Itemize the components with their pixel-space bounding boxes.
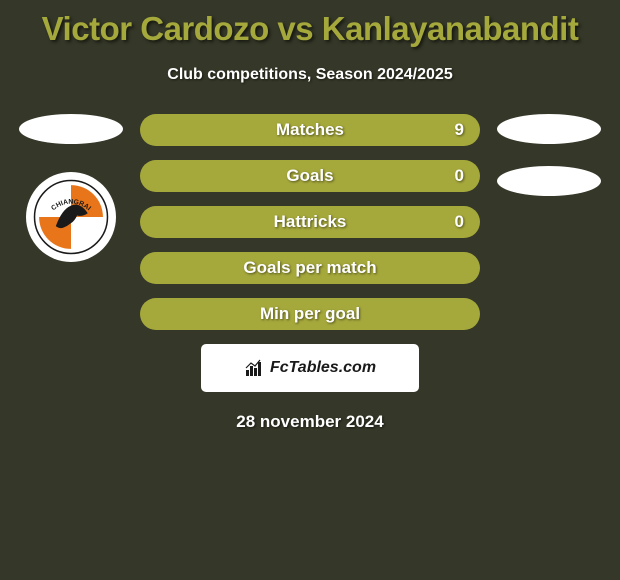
left-column: CHIANGRAI <box>16 114 126 262</box>
bar-chart-icon <box>244 358 264 378</box>
stat-label: Goals <box>286 166 333 186</box>
stat-bar-matches: Matches 9 <box>140 114 480 146</box>
stat-value: 0 <box>455 212 464 232</box>
stat-label: Min per goal <box>260 304 360 324</box>
stat-value: 9 <box>455 120 464 140</box>
player-placeholder-right-2 <box>497 166 601 196</box>
stats-column: Matches 9 Goals 0 Hattricks 0 Goals per … <box>140 114 480 330</box>
stat-label: Goals per match <box>243 258 376 278</box>
club-badge-left: CHIANGRAI <box>26 172 116 262</box>
player-placeholder-right-1 <box>497 114 601 144</box>
right-column <box>494 114 604 196</box>
stat-label: Matches <box>276 120 344 140</box>
brand-box[interactable]: FcTables.com <box>201 344 419 392</box>
date-text: 28 november 2024 <box>0 412 620 432</box>
stat-bar-hattricks: Hattricks 0 <box>140 206 480 238</box>
stat-label: Hattricks <box>274 212 347 232</box>
stat-value: 0 <box>455 166 464 186</box>
chiangrai-badge-icon: CHIANGRAI <box>33 179 109 255</box>
content-row: CHIANGRAI Matches 9 Goals 0 Hattricks 0 … <box>0 114 620 330</box>
stat-bar-min-per-goal: Min per goal <box>140 298 480 330</box>
page-subtitle: Club competitions, Season 2024/2025 <box>0 66 620 84</box>
stat-bar-goals-per-match: Goals per match <box>140 252 480 284</box>
player-placeholder-left <box>19 114 123 144</box>
stat-bar-goals: Goals 0 <box>140 160 480 192</box>
brand-text: FcTables.com <box>270 359 376 377</box>
page-title: Victor Cardozo vs Kanlayanabandit <box>0 0 620 48</box>
